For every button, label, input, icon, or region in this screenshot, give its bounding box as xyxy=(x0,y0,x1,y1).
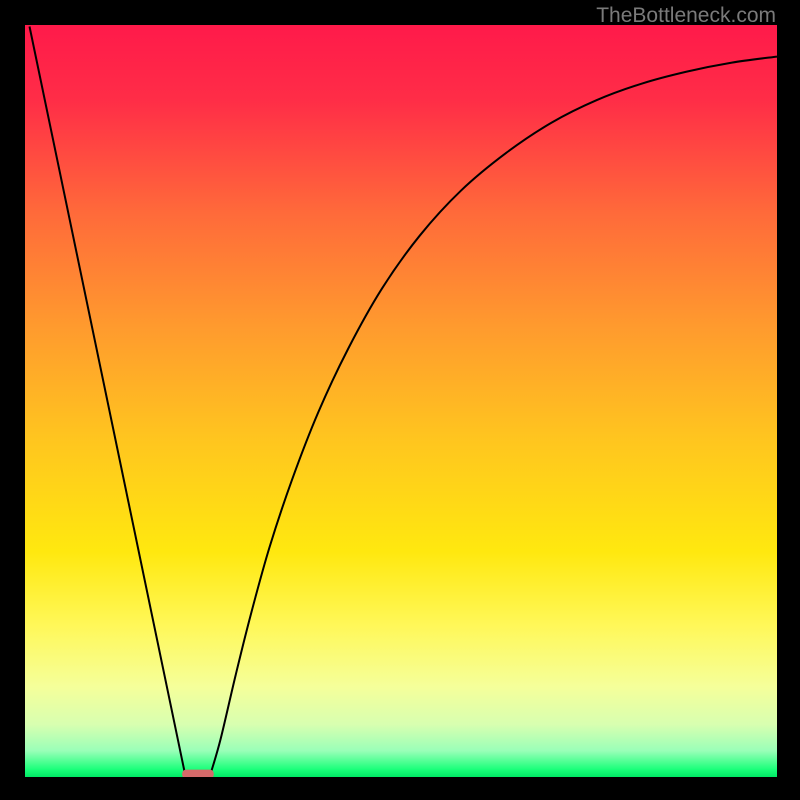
watermark-text: TheBottleneck.com xyxy=(596,4,776,28)
curve-layer xyxy=(25,25,777,777)
plot-area xyxy=(25,25,777,777)
floor-marker xyxy=(182,770,214,777)
chart-container: TheBottleneck.com xyxy=(0,0,800,800)
right-v-curve xyxy=(211,57,777,774)
left-v-line xyxy=(30,27,186,775)
